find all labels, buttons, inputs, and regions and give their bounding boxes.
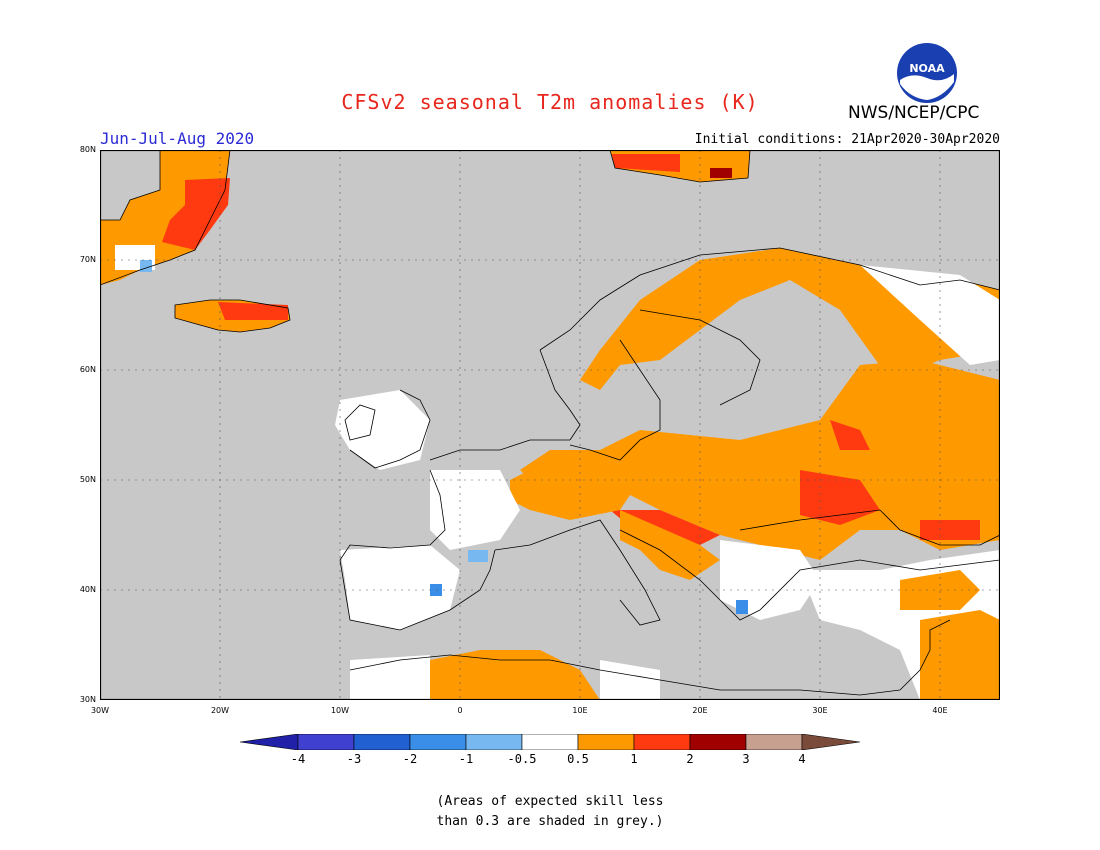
lat-label-70n: 70N <box>79 255 96 264</box>
lon-label-40e: 40E <box>932 706 948 715</box>
map-frame <box>100 150 1000 700</box>
colorbar <box>240 734 860 750</box>
lon-label-30w: 30W <box>90 706 110 715</box>
colorbar-left-arrow <box>240 734 299 750</box>
colorbar-seg-7 <box>633 734 691 750</box>
colorbar-label: 1 <box>630 752 638 766</box>
colorbar-seg-5 <box>521 734 579 750</box>
colorbar-label: 3 <box>742 752 750 766</box>
lat-label-60n: 60N <box>79 365 96 374</box>
initial-conditions-label: Initial conditions: 21Apr2020-30Apr2020 <box>694 132 1000 147</box>
colorbar-seg-6 <box>577 734 635 750</box>
lat-label-80n: 80N <box>79 145 96 154</box>
gridlines <box>100 150 1000 700</box>
colorbar-label: 0.5 <box>567 752 589 766</box>
colorbar-label: -4 <box>290 752 306 766</box>
coastlines <box>100 150 1000 696</box>
colorbar-label: 2 <box>686 752 694 766</box>
lon-label-0: 0 <box>457 706 463 715</box>
noaa-logo: NOAA <box>897 43 957 103</box>
lon-label-20e: 20E <box>692 706 708 715</box>
colorbar-seg-8 <box>689 734 747 750</box>
colorbar-seg-9 <box>745 734 803 750</box>
colorbar-seg-4 <box>465 734 523 750</box>
season-label: Jun-Jul-Aug 2020 <box>100 129 255 148</box>
colorbar-label: -1 <box>458 752 474 766</box>
lat-label-40n: 40N <box>79 585 96 594</box>
colorbar-seg-1 <box>297 734 355 750</box>
lon-label-10w: 10W <box>330 706 350 715</box>
colorbar-label: -3 <box>346 752 362 766</box>
colorbar-label: -0.5 <box>507 752 537 766</box>
map-title: CFSv2 seasonal T2m anomalies (K) <box>341 90 759 114</box>
lon-label-20w: 20W <box>210 706 230 715</box>
lat-label-50n: 50N <box>79 475 96 484</box>
logo-text: NOAA <box>909 62 945 75</box>
anomaly-map <box>100 150 1000 700</box>
colorbar-label: 4 <box>798 752 806 766</box>
anomaly-shading <box>100 150 1000 700</box>
lon-label-30e: 30E <box>812 706 828 715</box>
lon-label-10e: 10E <box>572 706 588 715</box>
agency-label: NWS/NCEP/CPC <box>848 103 980 123</box>
colorbar-seg-2 <box>353 734 411 750</box>
colorbar-right-arrow <box>801 734 860 750</box>
skill-note: (Areas of expected skill less than 0.3 ar… <box>436 794 664 829</box>
lat-label-30n: 30N <box>79 695 96 704</box>
colorbar-label: -2 <box>402 752 418 766</box>
colorbar-seg-3 <box>409 734 467 750</box>
